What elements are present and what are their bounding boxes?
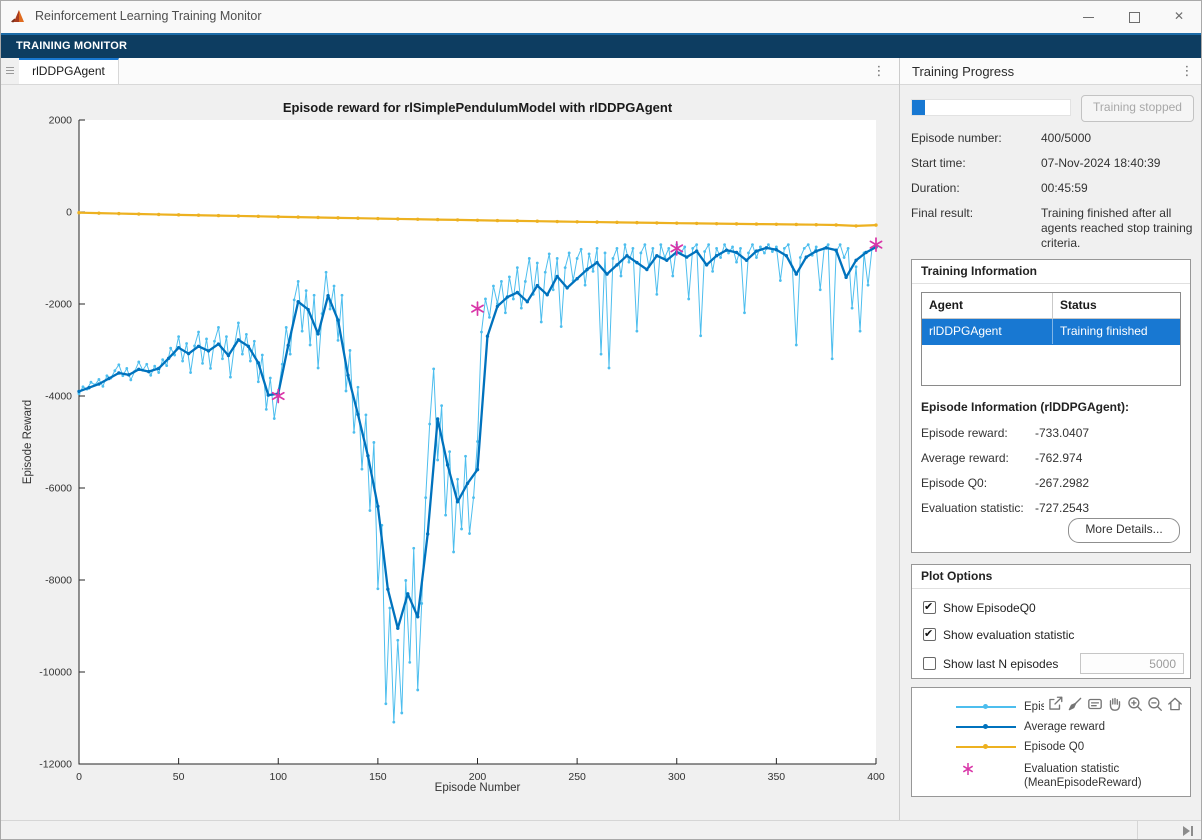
zoom-out-icon[interactable] (1146, 695, 1164, 713)
episode-q0-line-sample (956, 738, 1016, 756)
average-reward-value: -762.974 (1035, 451, 1082, 465)
training-information-panel: Training Information Agent Status rlDDPG… (911, 259, 1191, 553)
axes-toolbar (1044, 692, 1186, 716)
show-last-n-episodes-label: Show last N episodes (943, 657, 1058, 671)
close-button[interactable] (1157, 1, 1202, 32)
svg-text:-12000: -12000 (39, 759, 72, 771)
episode-number-value: 400/5000 (1041, 131, 1193, 146)
svg-text:0: 0 (66, 207, 72, 219)
plot-options-header: Plot Options (912, 565, 1190, 589)
svg-text:300: 300 (668, 771, 686, 783)
legend-item-episode-q0[interactable]: Episode Q0 (912, 738, 1190, 756)
chart-area: 2000 0 -2000 -4000 -6000 -8000 -10000 -12000 0 50… (1, 85, 899, 820)
episode-number-label: Episode number: (911, 131, 1002, 145)
legend-label: Evaluation statistic(MeanEpisodeReward) (1024, 762, 1142, 790)
checkbox-show-last-n-episodes[interactable] (923, 657, 936, 670)
tab-rlddpgagent[interactable]: rlDDPGAgent (19, 58, 119, 84)
svg-text:100: 100 (269, 771, 287, 783)
training-progress-panel: Training stopped Episode number: 400/500… (900, 85, 1202, 820)
show-evaluation-statistic-label: Show evaluation statistic (943, 628, 1074, 642)
zoom-in-icon[interactable] (1126, 695, 1144, 713)
plot-options-panel: Plot Options Show EpisodeQ0 Show evaluat… (911, 564, 1191, 679)
agent-cell: rlDDPGAgent (922, 319, 1052, 344)
legend-label: Average reward (1024, 720, 1105, 734)
pan-icon[interactable] (1106, 695, 1124, 713)
asterisk-marker-icon (960, 761, 976, 777)
legend-item-average-reward[interactable]: Average reward (912, 718, 1190, 736)
start-time-value: 07-Nov-2024 18:40:39 (1041, 156, 1193, 171)
status-bar (1, 820, 1202, 840)
progress-bar (911, 99, 1071, 116)
window-titlebar: Reinforcement Learning Training Monitor (1, 1, 1202, 34)
average-reward-line-sample (956, 718, 1016, 736)
more-details-button[interactable]: More Details... (1068, 518, 1180, 543)
expand-statusbar-icon[interactable] (1181, 825, 1195, 837)
svg-text:Episode Reward: Episode Reward (22, 400, 34, 484)
episode-reward-line-sample (956, 698, 1016, 716)
svg-text:Episode reward for rlSimplePen: Episode reward for rlSimplePendulumModel… (283, 100, 673, 115)
svg-text:0: 0 (76, 771, 82, 783)
toolstrip-tab-training-monitor[interactable]: TRAINING MONITOR (16, 40, 127, 52)
training-progress-panel-title: Training Progress (912, 64, 1014, 79)
duration-value: 00:45:59 (1041, 181, 1193, 196)
reward-chart[interactable]: 2000 0 -2000 -4000 -6000 -8000 -10000 -12000 0 50… (1, 85, 899, 820)
start-time-label: Start time: (911, 156, 966, 170)
svg-text:-6000: -6000 (45, 483, 72, 495)
svg-text:150: 150 (369, 771, 387, 783)
show-episodeq0-label: Show EpisodeQ0 (943, 601, 1036, 615)
training-information-header: Training Information (912, 260, 1190, 284)
svg-text:50: 50 (173, 771, 185, 783)
training-progress-kebab-icon[interactable] (1179, 61, 1195, 81)
final-result-label: Final result: (911, 206, 973, 220)
average-reward-label: Average reward: (921, 451, 1009, 465)
svg-text:-8000: -8000 (45, 575, 72, 587)
svg-text:250: 250 (568, 771, 586, 783)
app-window: Reinforcement Learning Training Monitor … (0, 0, 1202, 840)
table-row-rlddpgagent[interactable]: rlDDPGAgent Training finished (922, 319, 1180, 345)
restore-view-icon[interactable] (1166, 695, 1184, 713)
agent-status-table: Agent Status rlDDPGAgent Training finish… (921, 292, 1181, 386)
legend-panel: Episode reward Average reward Episode Q0… (911, 687, 1191, 797)
checkbox-show-episodeq0[interactable] (923, 601, 936, 614)
progress-bar-fill (912, 100, 925, 115)
toolstrip: TRAINING MONITOR (1, 33, 1202, 58)
episode-reward-value: -733.0407 (1035, 426, 1089, 440)
episode-reward-label: Episode reward: (921, 426, 1008, 440)
episode-information-header: Episode Information (rlDDPGAgent): (921, 400, 1129, 414)
status-column-header: Status (1052, 293, 1180, 318)
svg-text:350: 350 (768, 771, 786, 783)
legend-item-evaluation-statistic[interactable]: Evaluation statistic(MeanEpisodeReward) (912, 760, 1190, 790)
table-header-row: Agent Status (922, 293, 1180, 319)
tab-label: rlDDPGAgent (32, 64, 105, 78)
checkbox-show-evaluation-statistic[interactable] (923, 628, 936, 641)
episode-q0-label: Episode Q0: (921, 476, 987, 490)
evaluation-statistic-value: -727.2543 (1035, 501, 1089, 515)
training-stopped-button[interactable]: Training stopped (1081, 95, 1194, 122)
agent-column-header: Agent (922, 293, 1052, 318)
document-options-kebab-icon[interactable] (871, 61, 887, 81)
status-cell: Training finished (1052, 319, 1180, 344)
svg-text:-2000: -2000 (45, 299, 72, 311)
maximize-button[interactable] (1111, 1, 1157, 32)
last-n-episodes-input[interactable] (1080, 653, 1184, 674)
panel-grip-icon[interactable] (6, 67, 14, 68)
tab-band: rlDDPGAgent Training Progress (1, 58, 1202, 85)
main-content: 2000 0 -2000 -4000 -6000 -8000 -10000 -12000 0 50… (1, 85, 1202, 820)
export-icon[interactable] (1046, 695, 1064, 713)
matlab-logo-icon (11, 9, 27, 25)
evaluation-statistic-label: Evaluation statistic: (921, 501, 1024, 515)
episode-q0-value: -267.2982 (1035, 476, 1089, 490)
duration-label: Duration: (911, 181, 960, 195)
window-title: Reinforcement Learning Training Monitor (35, 9, 262, 23)
final-result-value: Training finished after all agents reach… (1041, 206, 1193, 251)
svg-text:400: 400 (867, 771, 885, 783)
brush-icon[interactable] (1066, 695, 1084, 713)
datatips-icon[interactable] (1086, 695, 1104, 713)
svg-text:-10000: -10000 (39, 667, 72, 679)
minimize-button[interactable] (1065, 1, 1111, 32)
svg-text:2000: 2000 (49, 115, 73, 127)
legend-label: Episode Q0 (1024, 740, 1084, 754)
svg-text:Episode Number: Episode Number (435, 782, 521, 794)
svg-text:-4000: -4000 (45, 391, 72, 403)
